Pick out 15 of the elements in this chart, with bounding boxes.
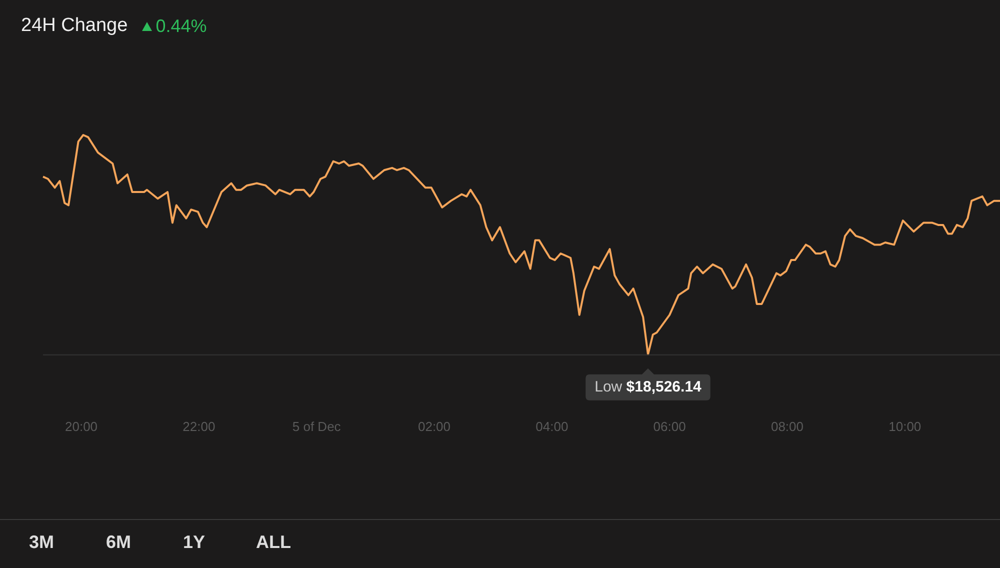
- chart-title: 24H Change: [21, 15, 128, 37]
- x-tick-label: 5 of Dec: [292, 418, 342, 434]
- x-tick-label: 02:00: [418, 418, 451, 434]
- text: 1Y: [183, 532, 206, 553]
- text: ALL: [256, 532, 291, 553]
- x-tick-label: 22:00: [182, 418, 216, 434]
- x-tick-label: 10:00: [888, 418, 922, 434]
- x-tick-label: 04:00: [536, 418, 568, 434]
- text: 6M: [106, 532, 132, 553]
- x-tick-label: 08:00: [770, 418, 804, 434]
- x-tick-label: 20:00: [64, 418, 98, 434]
- annotation: Low $18,526.14: [594, 378, 702, 396]
- chart-subtitle: 0.44%: [156, 16, 207, 36]
- x-tick-label: 06:00: [653, 418, 686, 434]
- text: 3M: [29, 532, 54, 553]
